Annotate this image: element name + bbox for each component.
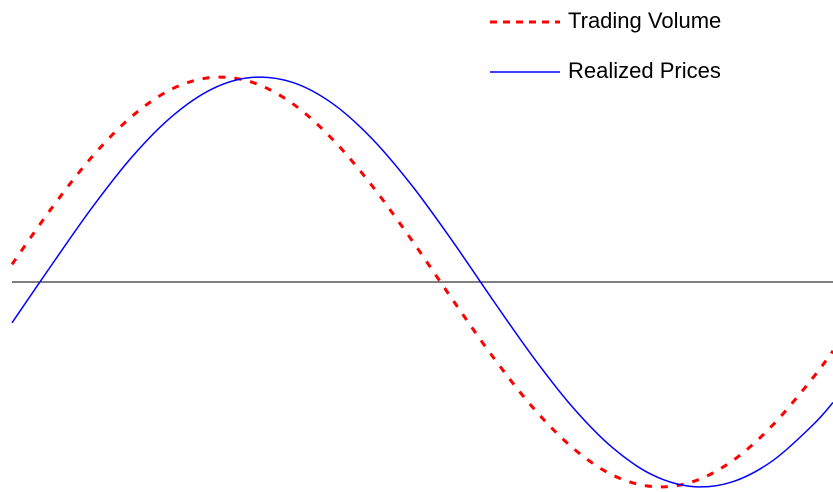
line-series <box>10 75 833 489</box>
legend-label: Realized Prices <box>568 58 721 83</box>
line-series <box>11 76 833 488</box>
legend-label: Trading Volume <box>568 8 721 33</box>
